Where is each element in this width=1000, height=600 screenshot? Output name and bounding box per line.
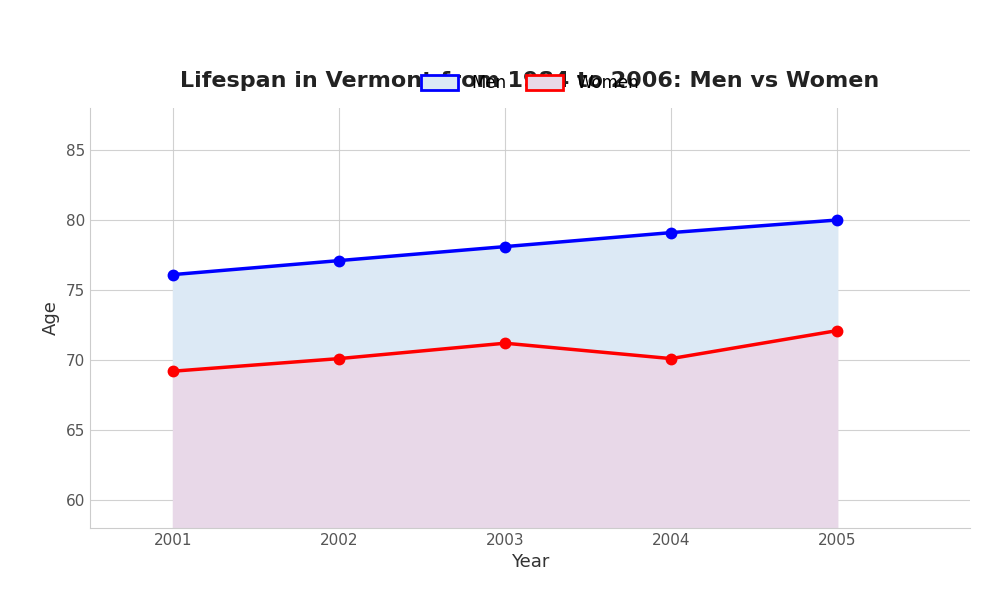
Legend: Men, Women: Men, Women (413, 66, 647, 101)
Title: Lifespan in Vermont from 1984 to 2006: Men vs Women: Lifespan in Vermont from 1984 to 2006: M… (180, 71, 880, 91)
Y-axis label: Age: Age (42, 301, 60, 335)
X-axis label: Year: Year (511, 553, 549, 571)
